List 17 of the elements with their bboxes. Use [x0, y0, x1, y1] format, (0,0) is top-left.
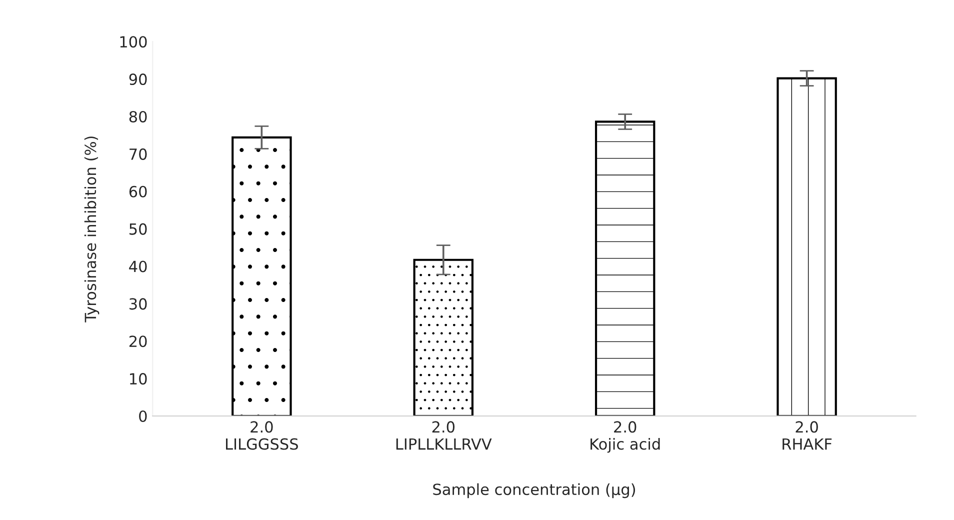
y-tick-label: 80	[129, 110, 147, 122]
y-tick-label: 10	[130, 373, 147, 385]
y-tick-label: 90	[129, 74, 147, 86]
x-axis-title: Sample concentration (µg)	[433, 483, 635, 498]
y-tick-label: 20	[129, 336, 147, 348]
y-tick-label: 30	[130, 298, 147, 310]
x-tick-label: 2.0 LIPLLKLLRVV	[396, 421, 492, 450]
y-tick-label: 60	[129, 186, 147, 198]
y-tick-label: 0	[139, 410, 147, 422]
x-tick-label: 2.0 RHAKF	[782, 421, 832, 450]
y-axis-title: Tyrosinase inhibition (%)	[84, 136, 100, 322]
y-tick-label: 70	[130, 148, 147, 160]
y-tick-label: 100	[120, 36, 147, 48]
x-tick-label: 2.0 LILGGSSS	[226, 421, 298, 450]
y-tick-label: 40	[129, 260, 147, 272]
x-tick-label: 2.0 Kojic acid	[590, 421, 660, 453]
y-tick-label: 50	[130, 223, 147, 235]
